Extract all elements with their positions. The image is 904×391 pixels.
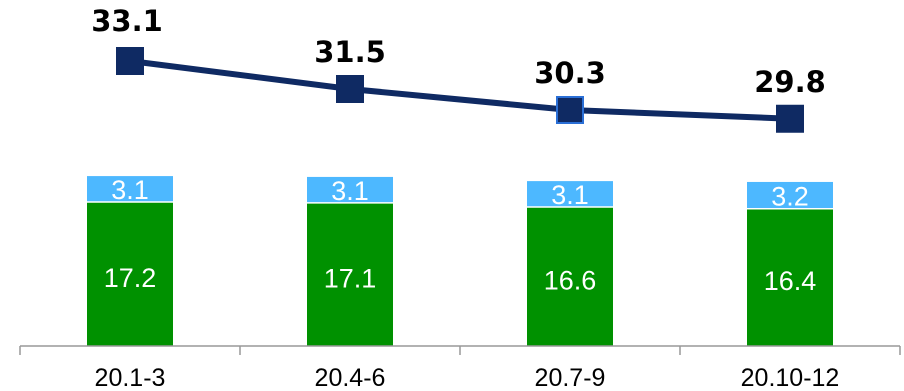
line-point-1	[116, 47, 144, 75]
bar-lower-label-4: 16.4	[764, 266, 817, 296]
x-tick-label-2: 20.4-6	[315, 364, 386, 391]
bar-upper-label-3: 3.1	[551, 180, 589, 210]
line-point-label-2: 31.5	[314, 35, 386, 69]
bar-upper-label-2: 3.1	[331, 176, 369, 206]
x-tick-label-1: 20.1-3	[95, 364, 166, 391]
bars-layer	[87, 176, 833, 346]
x-tick-label-4: 20.10-12	[741, 364, 840, 391]
bar-upper-4	[747, 181, 833, 209]
line-point-label-1: 33.1	[91, 4, 163, 38]
line-point-label-3: 30.3	[534, 56, 606, 90]
bar-lower-label-3: 16.6	[544, 265, 597, 295]
bar-upper-1	[87, 176, 173, 203]
line-point-label-4: 29.8	[754, 65, 826, 99]
bar-lower-label-2: 17.1	[324, 263, 377, 293]
bar-lower-2	[307, 202, 393, 346]
bar-upper-label-4: 3.2	[771, 181, 809, 211]
bar-lower-3	[527, 207, 613, 346]
line-point-4	[776, 104, 804, 133]
bar-lower-4	[747, 208, 833, 346]
line-layer	[116, 47, 804, 133]
line-point-3	[556, 96, 584, 124]
bar-upper-label-1: 3.1	[111, 175, 149, 205]
line-series	[129, 58, 791, 122]
bar-lower-label-1: 17.2	[104, 263, 157, 293]
bar-upper-2	[307, 176, 393, 203]
labels-layer: 17.2 3.1 20.1-3 17.1 3.1 20.4-6 16.6 3.1 20.7-9 1…	[91, 4, 839, 391]
bar-lower-1	[87, 202, 173, 346]
x-tick-label-3: 20.7-9	[535, 364, 606, 391]
bar-upper-3	[527, 181, 613, 208]
x-axis	[19, 345, 901, 355]
line-point-2	[336, 75, 364, 103]
